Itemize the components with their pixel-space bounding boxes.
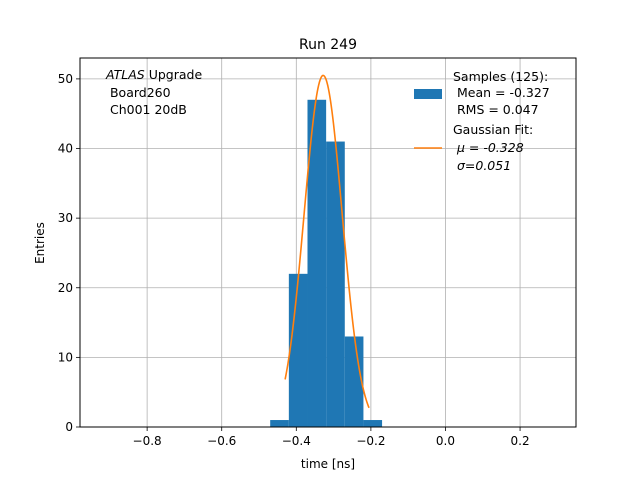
gaussian-fit-curve xyxy=(284,74,370,409)
annotation-upgrade: Upgrade xyxy=(145,67,203,82)
histogram-bar xyxy=(307,99,327,427)
legend-fit-title: Gaussian Fit: xyxy=(453,122,533,137)
histogram-bar xyxy=(288,273,308,427)
gaussian-fit xyxy=(284,74,370,409)
y-axis-ticks: 0 10 20 30 40 50 xyxy=(58,72,80,434)
y-tick-label: 30 xyxy=(58,211,73,225)
x-tick-label: −0.4 xyxy=(282,434,311,448)
x-axis-label: time [ns] xyxy=(301,457,355,471)
legend-fit-sigma: σ=0.051 xyxy=(453,158,511,173)
annotation-atlas: ATLAS xyxy=(105,67,145,82)
x-tick-label: 0.0 xyxy=(436,434,455,448)
chart-title: Run 249 xyxy=(299,37,357,53)
annotation-line1: ATLAS Upgrade xyxy=(105,67,202,82)
y-axis-label: Entries xyxy=(33,222,47,264)
x-axis-ticks: −0.8 −0.6 −0.4 −0.2 0.0 0.2 xyxy=(133,427,530,448)
plot-frame xyxy=(79,57,577,428)
legend-samples-rms: RMS = 0.047 xyxy=(453,102,539,117)
histogram-bar xyxy=(363,420,383,427)
histogram-bars xyxy=(270,99,383,427)
annotation-line3: Ch001 20dB xyxy=(106,102,187,117)
histogram-bar xyxy=(270,420,289,427)
legend-fit-mu: μ = -0.328 xyxy=(453,140,524,155)
legend-samples-swatch xyxy=(414,89,442,99)
x-tick-label: −0.6 xyxy=(207,434,236,448)
legend: Samples (125): Mean = -0.327 RMS = 0.047… xyxy=(414,69,550,173)
x-tick-label: 0.2 xyxy=(511,434,530,448)
histogram-bar xyxy=(344,336,364,427)
x-tick-label: −0.8 xyxy=(133,434,162,448)
x-tick-label: −0.2 xyxy=(356,434,385,448)
y-tick-label: 10 xyxy=(58,350,73,364)
y-tick-label: 40 xyxy=(58,142,73,156)
y-tick-label: 0 xyxy=(65,420,73,434)
y-tick-label: 20 xyxy=(58,281,73,295)
y-tick-label: 50 xyxy=(58,72,73,86)
atlas-annotation: ATLAS Upgrade Board260 Ch001 20dB xyxy=(105,67,202,117)
annotation-line2: Board260 xyxy=(106,85,171,100)
legend-samples-mean: Mean = -0.327 xyxy=(453,85,550,100)
histogram-bar xyxy=(326,141,345,427)
legend-samples-title: Samples (125): xyxy=(453,69,548,84)
